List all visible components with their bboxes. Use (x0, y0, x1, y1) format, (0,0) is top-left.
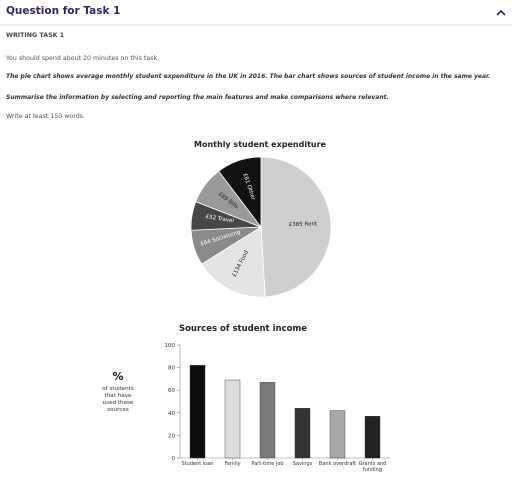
slice-category: Other (245, 184, 256, 201)
pie-slice (201, 226, 266, 298)
y-tick-label: 20 (168, 433, 175, 439)
x-tick-label: Family (224, 461, 241, 467)
slice-value: £385 (289, 222, 304, 228)
slice-value: £64 (200, 239, 212, 248)
slice-value: £69 (217, 191, 229, 202)
chart-title: Monthly student expenditure (194, 140, 327, 149)
slice-value: £134 (232, 262, 244, 278)
task-words: Write at least 150 words. (6, 113, 85, 120)
x-tick-label: Grants and funding (358, 461, 387, 473)
x-tick-label: Part-time job (251, 461, 284, 467)
slice-category: Travel (216, 216, 235, 225)
task-time: You should spend about 20 minutes on thi… (6, 55, 160, 62)
bar (259, 382, 276, 459)
slice-label: £69 Bills (217, 191, 239, 210)
bar (329, 410, 346, 459)
x-tick-label: Bank overdraft (318, 461, 357, 467)
slice-category: Rent (304, 221, 318, 227)
bar (364, 415, 381, 459)
bar (224, 379, 241, 459)
task-instruction: Summarise the information by selecting a… (6, 94, 389, 101)
y-axis-sublabel: of students that have used these sources (102, 386, 134, 413)
slice-label: £134 Food (232, 250, 251, 278)
slice-value: £52 (205, 214, 216, 222)
x-tick-label: Student loan (181, 461, 214, 467)
y-tick-label: 60 (168, 388, 175, 394)
collapse-icon[interactable] (496, 9, 506, 16)
y-tick-label: 80 (168, 366, 175, 372)
task-label: WRITING TASK 1 (6, 32, 65, 39)
bar (189, 365, 206, 459)
bar (294, 408, 311, 459)
header-title: Question for Task 1 (6, 5, 121, 17)
pie-slice (218, 156, 262, 229)
slice-label: £52 Travel (205, 214, 235, 225)
y-tick-label: 0 (172, 456, 176, 462)
chart-title: Sources of student income (179, 324, 307, 334)
slice-label: £81 Other (241, 173, 256, 202)
y-tick-label: 40 (168, 411, 175, 417)
slice-value: £81 (241, 173, 250, 185)
y-tick-label: 100 (165, 343, 176, 349)
slice-category: Bills (227, 199, 240, 211)
y-axis-label: % (112, 370, 123, 383)
slice-category: Food (239, 250, 250, 264)
slice-label: £385 Rent (289, 221, 318, 228)
pie-slice (260, 156, 332, 298)
task-prompt: The pie chart shows average monthly stud… (6, 73, 491, 80)
x-tick-label: Savings (292, 461, 313, 467)
